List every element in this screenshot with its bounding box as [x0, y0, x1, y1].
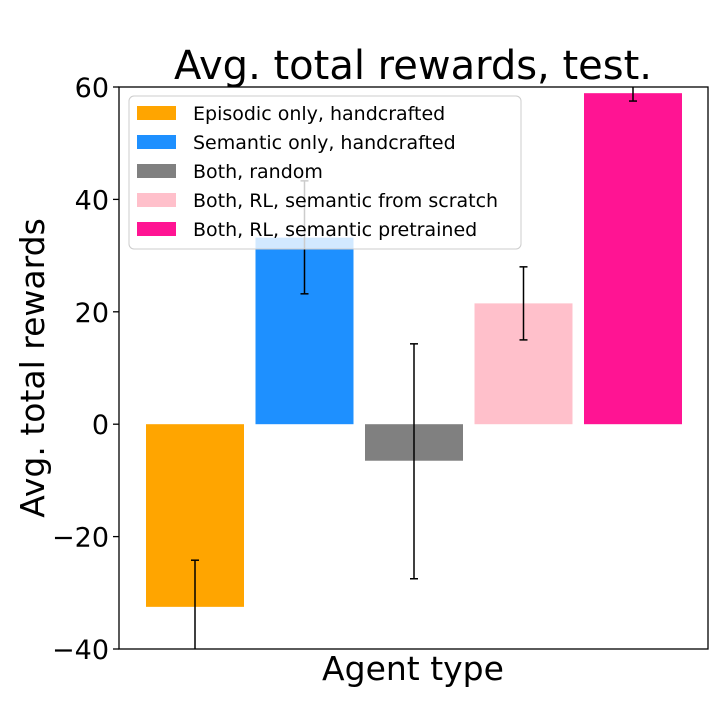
- legend-label: Both, RL, semantic pretrained: [193, 219, 477, 241]
- y-tick-label: 0: [92, 410, 109, 441]
- y-axis-label: Avg. total rewards: [13, 218, 52, 518]
- y-axis-ticks: −40 −20 0 20 40 60: [52, 73, 119, 666]
- chart-title: Avg. total rewards, test.: [174, 43, 652, 89]
- legend-label: Episodic only, handcrafted: [193, 103, 445, 125]
- error-bar-4: [519, 266, 528, 341]
- legend-swatch: [137, 106, 176, 120]
- x-axis-label: Agent type: [322, 649, 504, 688]
- legend-item-2: Semantic only, handcrafted: [137, 132, 456, 154]
- legend-item-5: Both, RL, semantic pretrained: [137, 219, 477, 241]
- plot-frame: [118, 86, 709, 650]
- legend-label: Both, random: [193, 161, 323, 183]
- error-bar-1: [191, 559, 199, 649]
- error-bar-5: [629, 87, 637, 102]
- y-tick-label: 60: [75, 73, 109, 104]
- y-tick-label: 40: [75, 185, 109, 216]
- legend-item-3: Both, random: [137, 161, 323, 183]
- legend-label: Both, RL, semantic from scratch: [193, 190, 498, 212]
- legend-box: [128, 95, 522, 250]
- legend-item-4: Both, RL, semantic from scratch: [137, 190, 498, 212]
- legend-swatch: [137, 164, 176, 178]
- legend-label: Semantic only, handcrafted: [193, 132, 456, 154]
- legend-swatch: [137, 135, 176, 149]
- legend-swatch: [137, 193, 176, 207]
- legend-swatch: [137, 222, 176, 236]
- y-tick-label: −40: [52, 635, 109, 666]
- legend-item-1: Episodic only, handcrafted: [137, 103, 445, 125]
- y-tick-label: 20: [75, 298, 109, 329]
- bar-5: [584, 93, 682, 425]
- y-tick-label: −20: [52, 523, 109, 554]
- error-bar-3: [410, 343, 418, 580]
- legend: Episodic only, handcrafted Semantic only,…: [128, 95, 522, 250]
